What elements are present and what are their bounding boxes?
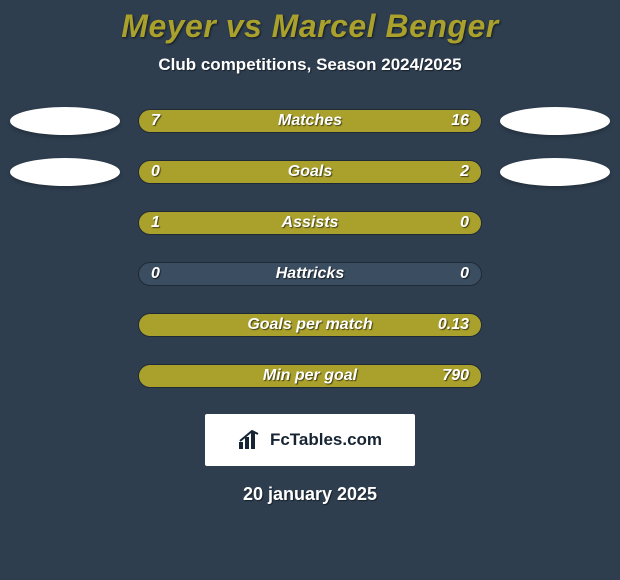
stat-bar-matches: 7 Matches 16 (138, 109, 482, 133)
player-right-marker (500, 158, 610, 186)
watermark-badge: FcTables.com (205, 414, 415, 466)
stat-row: 0 Hattricks 0 (0, 260, 620, 288)
stat-row: Min per goal 790 (0, 362, 620, 390)
stat-label: Goals per match (139, 314, 481, 336)
stat-row: 1 Assists 0 (0, 209, 620, 237)
stat-row: 0 Goals 2 (0, 158, 620, 186)
stat-right-value: 2 (460, 161, 469, 183)
stat-label: Min per goal (139, 365, 481, 387)
comparison-card: Meyer vs Marcel Benger Club competitions… (0, 0, 620, 580)
stat-right-value: 790 (442, 365, 469, 387)
player-right-marker (500, 107, 610, 135)
spacer-right (500, 209, 610, 237)
page-title: Meyer vs Marcel Benger (0, 8, 620, 45)
spacer-left (10, 260, 120, 288)
watermark-text: FcTables.com (270, 430, 382, 450)
player-left-marker (10, 158, 120, 186)
stat-label: Hattricks (139, 263, 481, 285)
stat-label: Assists (139, 212, 481, 234)
spacer-left (10, 311, 120, 339)
stat-right-value: 0.13 (438, 314, 469, 336)
page-subtitle: Club competitions, Season 2024/2025 (0, 55, 620, 75)
stat-row: 7 Matches 16 (0, 107, 620, 135)
stat-bar-assists: 1 Assists 0 (138, 211, 482, 235)
stat-bar-goals: 0 Goals 2 (138, 160, 482, 184)
spacer-right (500, 311, 610, 339)
stat-right-value: 0 (460, 263, 469, 285)
spacer-left (10, 362, 120, 390)
stat-label: Matches (139, 110, 481, 132)
stat-bar-hattricks: 0 Hattricks 0 (138, 262, 482, 286)
spacer-right (500, 260, 610, 288)
stat-label: Goals (139, 161, 481, 183)
stat-row: Goals per match 0.13 (0, 311, 620, 339)
stat-bar-gpm: Goals per match 0.13 (138, 313, 482, 337)
report-date: 20 january 2025 (0, 484, 620, 505)
stats-rows: 7 Matches 16 0 Goals 2 1 Assis (0, 107, 620, 390)
stat-right-value: 16 (451, 110, 469, 132)
fctables-icon (238, 430, 264, 450)
spacer-right (500, 362, 610, 390)
spacer-left (10, 209, 120, 237)
player-left-marker (10, 107, 120, 135)
stat-bar-mpg: Min per goal 790 (138, 364, 482, 388)
stat-right-value: 0 (460, 212, 469, 234)
